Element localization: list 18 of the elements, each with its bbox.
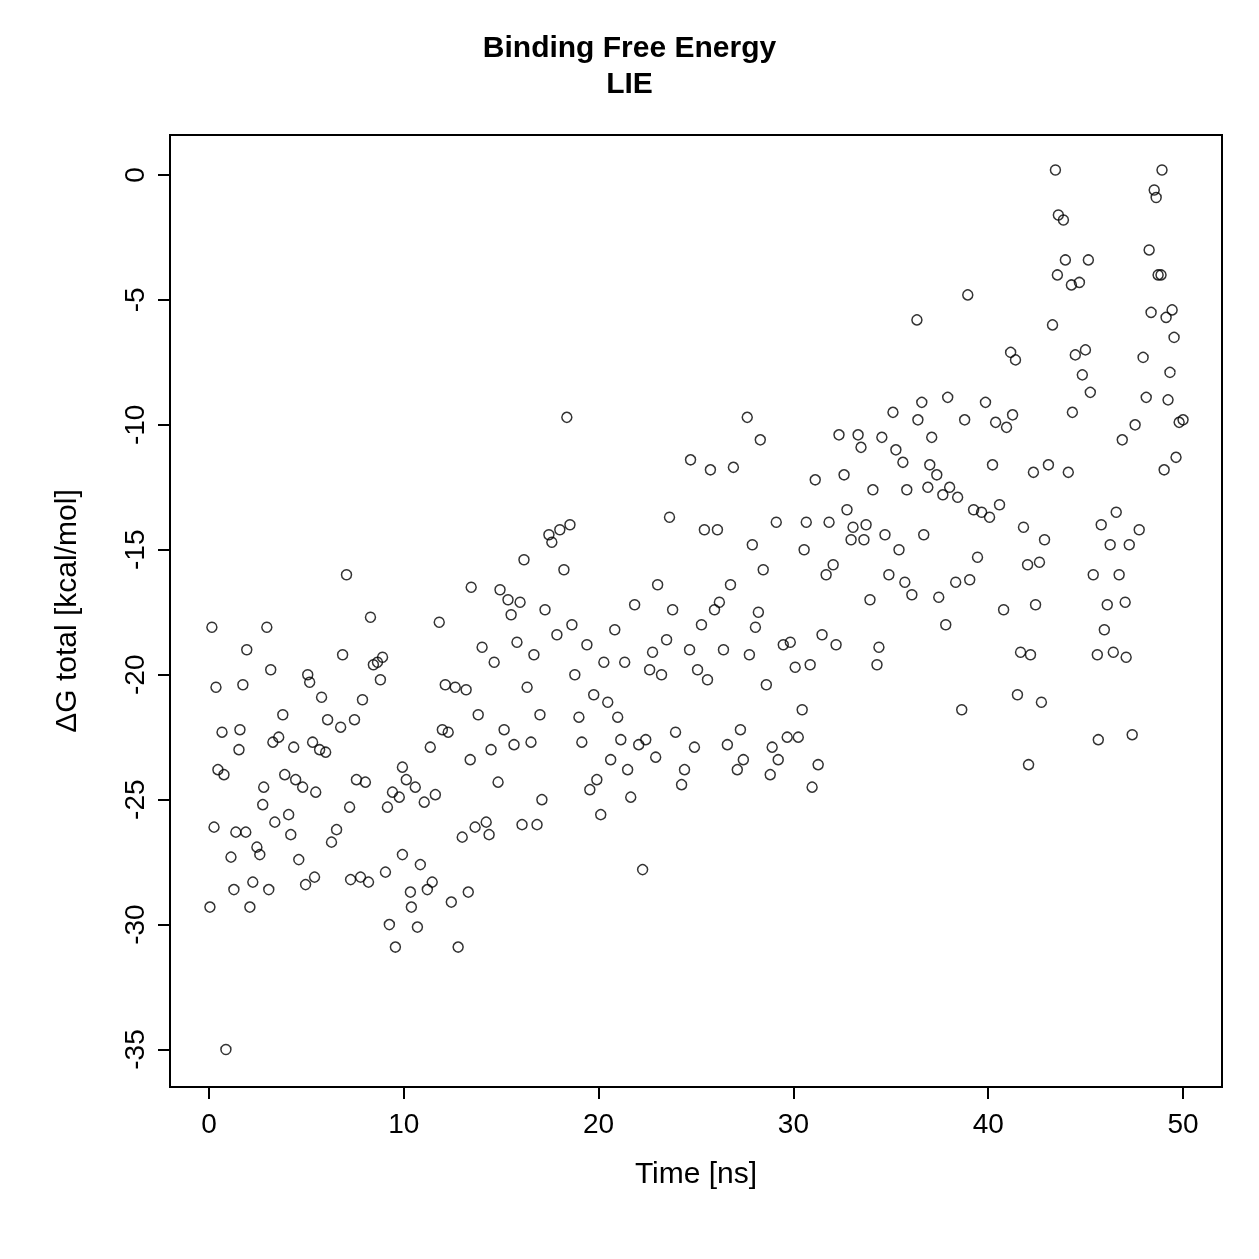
- x-axis-title: Time [ns]: [634, 1155, 758, 1189]
- x-tick-label: 0: [201, 1107, 217, 1139]
- x-tick-label: 20: [583, 1107, 615, 1139]
- y-tick-label: -20: [118, 654, 150, 695]
- y-axis-title: ΔG total [kcal/mol]: [48, 489, 82, 733]
- y-tick-label: -30: [118, 904, 150, 945]
- x-tick-label: 50: [1167, 1107, 1199, 1139]
- y-tick-label: -25: [118, 779, 150, 820]
- chart-subtitle: LIE: [606, 65, 653, 99]
- y-tick-label: -35: [118, 1029, 150, 1070]
- y-tick-label: -10: [118, 404, 150, 446]
- x-tick-label: 40: [972, 1107, 1004, 1139]
- chart-title: Binding Free Energy: [482, 29, 777, 63]
- x-tick-label: 30: [777, 1107, 809, 1139]
- x-tick-label: 10: [388, 1107, 420, 1139]
- y-tick-label: -5: [118, 287, 150, 313]
- y-tick-label: -15: [118, 529, 150, 571]
- y-tick-label: 0: [118, 167, 150, 183]
